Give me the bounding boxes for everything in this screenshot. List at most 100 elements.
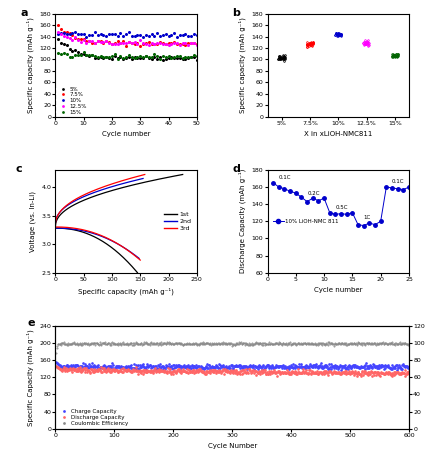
12.5%	[95, 39, 101, 44]
10%	[183, 31, 188, 37]
5%	[141, 56, 146, 61]
15%	[155, 53, 160, 59]
12.5%	[129, 41, 134, 46]
5%	[72, 47, 78, 53]
12.5%	[101, 39, 106, 45]
12.5%	[155, 40, 160, 46]
X-axis label: X in xLiOH-NMC811: X in xLiOH-NMC811	[304, 131, 372, 137]
15%	[132, 55, 137, 60]
15%	[64, 51, 69, 57]
12.5%	[87, 38, 92, 44]
7.5%	[78, 36, 83, 41]
12.5%	[121, 40, 126, 46]
7.5%	[121, 39, 126, 44]
15%	[84, 53, 89, 58]
15%	[72, 52, 78, 58]
7.5%	[160, 40, 165, 46]
15%	[121, 56, 126, 61]
10%	[75, 31, 81, 37]
12.5%	[158, 40, 163, 46]
5%	[152, 54, 157, 59]
12.5%	[58, 31, 63, 36]
15%	[104, 54, 109, 59]
15%	[70, 54, 75, 59]
5%	[106, 55, 112, 61]
10%	[64, 31, 69, 37]
12.5%	[127, 40, 132, 45]
5%	[95, 55, 101, 61]
5%	[160, 57, 165, 63]
12.5%	[183, 40, 188, 46]
5%	[189, 54, 194, 59]
7.5%	[175, 41, 180, 47]
15%	[160, 53, 165, 59]
10%	[95, 32, 101, 38]
Legend: 5%, 7.5%, 10%, 12.5%, 15%: 5%, 7.5%, 10%, 12.5%, 15%	[57, 87, 87, 115]
10%	[118, 30, 123, 36]
7.5%	[56, 22, 61, 28]
7.5%	[101, 40, 106, 45]
5%	[58, 40, 63, 46]
10%	[101, 32, 106, 38]
15%	[118, 53, 123, 59]
7.5%	[166, 40, 171, 46]
15%	[191, 52, 196, 57]
15%	[163, 54, 168, 60]
7.5%	[149, 41, 154, 47]
10%	[84, 34, 89, 40]
Line: 5%: 5%	[58, 38, 198, 61]
7.5%	[163, 41, 168, 47]
12.5%	[149, 40, 154, 46]
12.5%	[112, 41, 117, 47]
15%	[129, 54, 134, 59]
15%	[101, 54, 106, 60]
10%	[61, 30, 66, 36]
12.5%	[186, 42, 191, 47]
15%	[106, 54, 112, 60]
7.5%	[191, 41, 196, 46]
10%	[180, 32, 185, 37]
Legend: 10% LiOH-NMC 811: 10% LiOH-NMC 811	[271, 217, 341, 226]
10%	[78, 31, 83, 37]
5%	[127, 55, 132, 60]
10%	[160, 33, 165, 38]
12.5%	[189, 41, 194, 46]
7.5%	[169, 41, 174, 46]
15%	[143, 53, 148, 59]
7.5%	[98, 38, 103, 43]
5%	[149, 56, 154, 62]
15%	[98, 53, 103, 59]
5%	[84, 53, 89, 58]
7.5%	[186, 41, 191, 46]
Legend: 1st, 2nd, 3rd: 1st, 2nd, 3rd	[162, 209, 194, 234]
12.5%	[72, 35, 78, 40]
15%	[180, 55, 185, 61]
10%	[129, 33, 134, 39]
7.5%	[158, 40, 163, 45]
10%	[121, 34, 126, 39]
10%	[155, 30, 160, 36]
7.5%	[104, 39, 109, 44]
12.5%	[61, 34, 66, 39]
12.5%	[166, 42, 171, 48]
15%	[158, 56, 163, 62]
10%	[115, 33, 120, 39]
12.5%	[152, 41, 157, 47]
5%	[87, 53, 92, 59]
5%	[104, 54, 109, 59]
7.5%	[87, 38, 92, 44]
Text: c: c	[16, 164, 23, 174]
5%	[163, 57, 168, 62]
15%	[169, 55, 174, 60]
12.5%	[160, 41, 165, 47]
5%	[191, 54, 196, 60]
12.5%	[56, 29, 61, 35]
7.5%	[194, 41, 199, 47]
5%	[194, 57, 199, 63]
12.5%	[191, 41, 196, 46]
10%	[172, 31, 177, 36]
12.5%	[81, 38, 86, 43]
Text: a: a	[20, 8, 28, 18]
Line: 12.5%: 12.5%	[58, 31, 198, 46]
5%	[121, 56, 126, 62]
